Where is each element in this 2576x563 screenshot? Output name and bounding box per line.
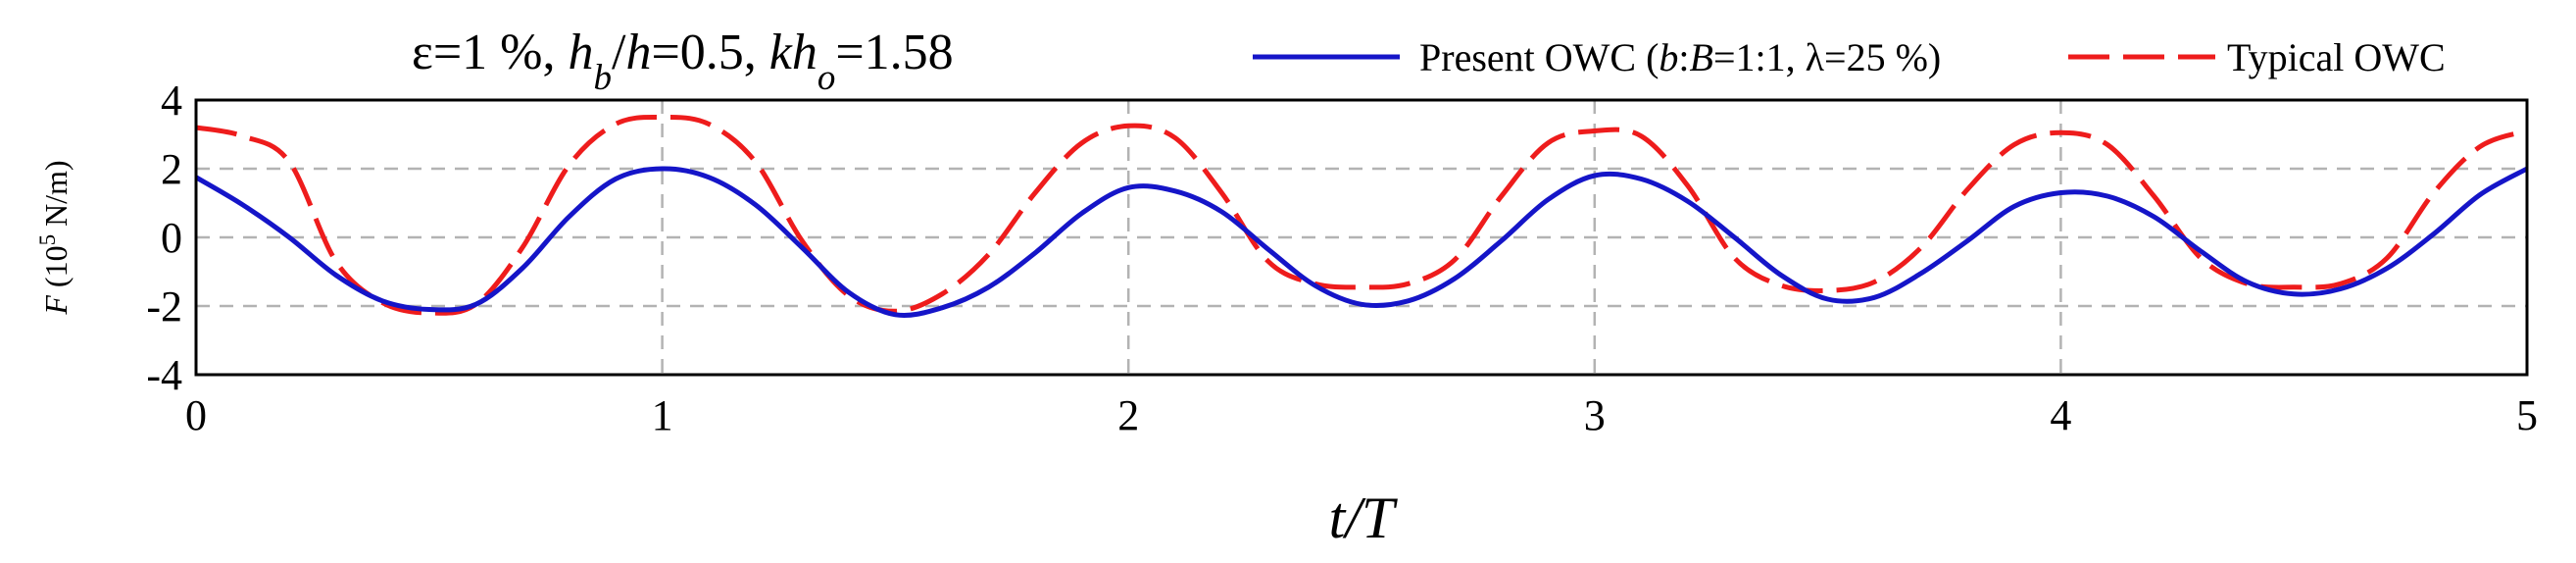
legend: Present OWC (b:B=1:1, λ=25 %) Typical OWC (1253, 35, 2446, 79)
y-tick-label: 2 (161, 145, 182, 193)
text-part: F (38, 295, 74, 316)
y-tick-label: -2 (146, 282, 182, 331)
y-tick-label: 4 (161, 77, 182, 125)
y-tick-label: -4 (146, 351, 182, 399)
text-part: : (1678, 35, 1689, 79)
text-part: ε=1 %, (412, 25, 568, 80)
x-tick-label: 3 (1584, 391, 1606, 439)
text-part: B (1690, 35, 1713, 79)
chart-title: ε=1 %, hb/h=0.5, kho=1.58 (412, 25, 954, 98)
text-part: t (1329, 486, 1347, 550)
y-axis-label: F (105 N/m) (35, 160, 74, 315)
text-part: =1.58 (835, 25, 953, 80)
text-part: T (1362, 486, 1398, 550)
text-part: 5 (35, 234, 60, 246)
text-part: kh (769, 25, 817, 80)
series-line-0 (194, 166, 2529, 318)
text-part: (10 (38, 245, 74, 295)
plot-frame (194, 98, 2529, 377)
x-tick-label: 1 (652, 391, 673, 439)
y-tick-label: 0 (161, 214, 182, 262)
text-part: =1:1, λ=25 %) (1713, 35, 1941, 79)
text-part: =0.5, (651, 25, 768, 80)
x-axis-label: t/T (1329, 486, 1398, 550)
text-part: b (1659, 35, 1678, 79)
x-tick-label: 2 (1117, 391, 1139, 439)
text-part: Typical OWC (2227, 35, 2446, 79)
tick-labels: 0 1 2 3 4 5 -4 -2 0 2 4 (146, 77, 2538, 439)
series-layer (194, 114, 2529, 318)
x-tick-label: 4 (2050, 391, 2071, 439)
text-part: b (593, 58, 612, 98)
text-part: Present OWC ( (1419, 35, 1659, 79)
text-part: h (568, 25, 593, 80)
legend-label-1: Typical OWC (2227, 35, 2446, 79)
text-part: N/m) (38, 160, 74, 234)
text-part: / (612, 25, 626, 80)
x-tick-label: 0 (185, 391, 207, 439)
text-part: h (625, 25, 651, 80)
legend-label-0: Present OWC (b:B=1:1, λ=25 %) (1419, 35, 1941, 79)
text-part: o (817, 58, 836, 98)
x-tick-label: 5 (2516, 391, 2538, 439)
